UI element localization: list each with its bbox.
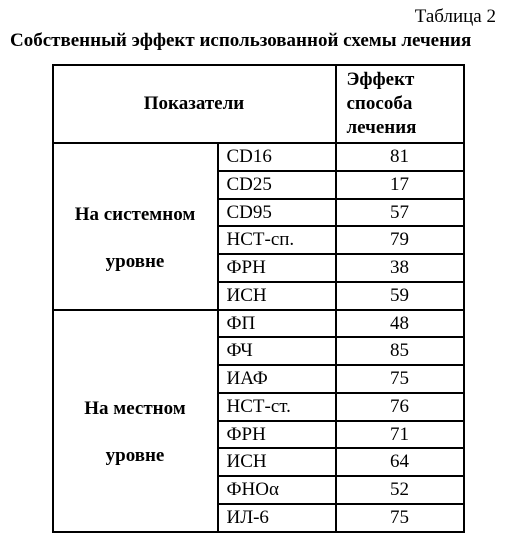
table-row: На системном уровне CD16 81 <box>53 143 464 171</box>
group-label-l2: уровне <box>106 251 165 272</box>
value-cell: 64 <box>336 448 464 476</box>
param-cell: CD25 <box>218 171 336 199</box>
group-label-l1: На системном <box>75 204 196 225</box>
value-cell: 85 <box>336 337 464 365</box>
param-cell: CD95 <box>218 199 336 227</box>
table-title: Собственный эффект использованной схемы … <box>10 30 506 52</box>
value-cell: 79 <box>336 226 464 254</box>
value-cell: 81 <box>336 143 464 171</box>
group-label: На системном уровне <box>53 143 218 310</box>
value-cell: 48 <box>336 310 464 338</box>
group-label: На местном уровне <box>53 310 218 532</box>
param-cell: НСТ-ст. <box>218 393 336 421</box>
param-cell: ИСН <box>218 448 336 476</box>
table-row: На местном уровне ФП 48 <box>53 310 464 338</box>
value-cell: 76 <box>336 393 464 421</box>
param-cell: CD16 <box>218 143 336 171</box>
param-cell: ИЛ-6 <box>218 504 336 532</box>
value-cell: 59 <box>336 282 464 310</box>
value-cell: 75 <box>336 504 464 532</box>
param-cell: ИСН <box>218 282 336 310</box>
header-indicators: Показатели <box>53 65 336 143</box>
header-effect-l1: Эффект <box>347 69 415 90</box>
value-cell: 17 <box>336 171 464 199</box>
data-table: Показатели Эффект способа лечения На сис… <box>52 64 465 533</box>
header-effect: Эффект способа лечения <box>336 65 464 143</box>
header-row: Показатели Эффект способа лечения <box>53 65 464 143</box>
value-cell: 71 <box>336 421 464 449</box>
header-effect-l3: лечения <box>347 117 417 138</box>
header-effect-l2: способа <box>347 93 413 114</box>
value-cell: 38 <box>336 254 464 282</box>
group-label-l2: уровне <box>106 445 165 466</box>
table-caption: Таблица 2 <box>10 6 506 28</box>
param-cell: ФЧ <box>218 337 336 365</box>
param-cell: ИАФ <box>218 365 336 393</box>
param-cell: НСТ-сп. <box>218 226 336 254</box>
param-cell: ФРН <box>218 254 336 282</box>
value-cell: 57 <box>336 199 464 227</box>
group-label-l1: На местном <box>84 398 185 419</box>
param-cell: ФП <box>218 310 336 338</box>
param-cell: ФРН <box>218 421 336 449</box>
value-cell: 75 <box>336 365 464 393</box>
